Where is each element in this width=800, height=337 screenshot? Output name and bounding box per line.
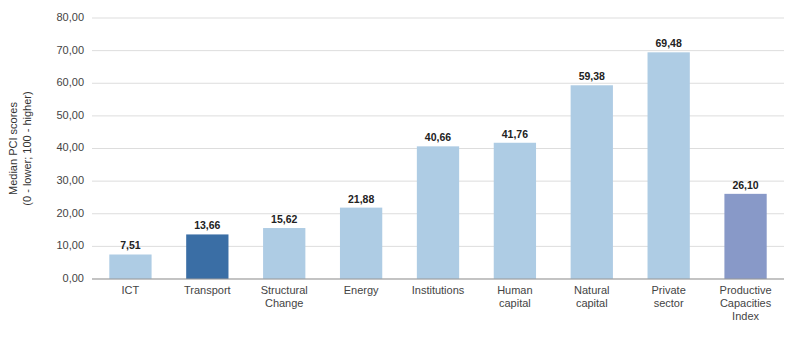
x-tick-label: ICT (122, 284, 140, 296)
data-label: 26,10 (732, 179, 758, 191)
x-axis: ICT Transport StructuralChange Energy Instit… (122, 284, 772, 322)
data-label: 59,38 (579, 70, 605, 82)
data-label: 13,66 (194, 219, 220, 231)
data-label: 15,62 (271, 213, 297, 225)
data-labels: 7,51 13,66 15,62 21,88 40,66 41,76 59,38 69,48 2… (120, 37, 759, 251)
y-tick-label: 10,00 (56, 239, 84, 251)
bar (109, 254, 151, 279)
y-tick-label: 20,00 (56, 207, 84, 219)
x-tick-label: Transport (184, 284, 231, 296)
data-label: 41,76 (502, 128, 528, 140)
bar (724, 194, 766, 279)
data-label: 7,51 (120, 239, 141, 251)
x-tick-label: Naturalcapital (574, 284, 609, 309)
x-tick-label: Privatesector (652, 284, 686, 309)
bar (263, 228, 305, 279)
y-axis: 0,00 10,00 20,00 30,00 40,00 50,00 60,00 70,00 8… (56, 11, 84, 284)
y-tick-label: 50,00 (56, 109, 84, 121)
bar (494, 143, 536, 279)
data-label: 40,66 (425, 131, 451, 143)
x-tick-label: Energy (344, 284, 379, 296)
y-tick-label: 40,00 (56, 141, 84, 153)
y-tick-label: 70,00 (56, 44, 84, 56)
bar (417, 146, 459, 279)
bar (571, 85, 613, 279)
x-tick-label: Humancapital (497, 284, 532, 309)
x-axis-line (92, 279, 784, 280)
grid-line (92, 18, 784, 19)
bar (648, 52, 690, 279)
bar (186, 234, 228, 279)
y-tick-label: 60,00 (56, 76, 84, 88)
bars (109, 52, 766, 279)
grid (92, 18, 784, 279)
y-tick-label: 30,00 (56, 174, 84, 186)
chart-svg: 0,00 10,00 20,00 30,00 40,00 50,00 60,00 70,00 8… (0, 0, 800, 337)
data-label: 21,88 (348, 193, 374, 205)
y-tick-label: 80,00 (56, 11, 84, 23)
x-tick-label: Institutions (412, 284, 465, 296)
y-tick-label: 0,00 (63, 272, 84, 284)
x-tick-label: StructuralChange (261, 284, 308, 309)
x-tick-label: ProductiveCapacitiesIndex (720, 284, 772, 322)
y-axis-label: Median PCI scores(0 - lower; 100 - highe… (7, 91, 32, 205)
bar (340, 208, 382, 279)
grid-line (92, 279, 784, 280)
chart-container: 0,00 10,00 20,00 30,00 40,00 50,00 60,00 70,00 8… (0, 0, 800, 337)
grid-line (92, 50, 784, 51)
data-label: 69,48 (656, 37, 682, 49)
